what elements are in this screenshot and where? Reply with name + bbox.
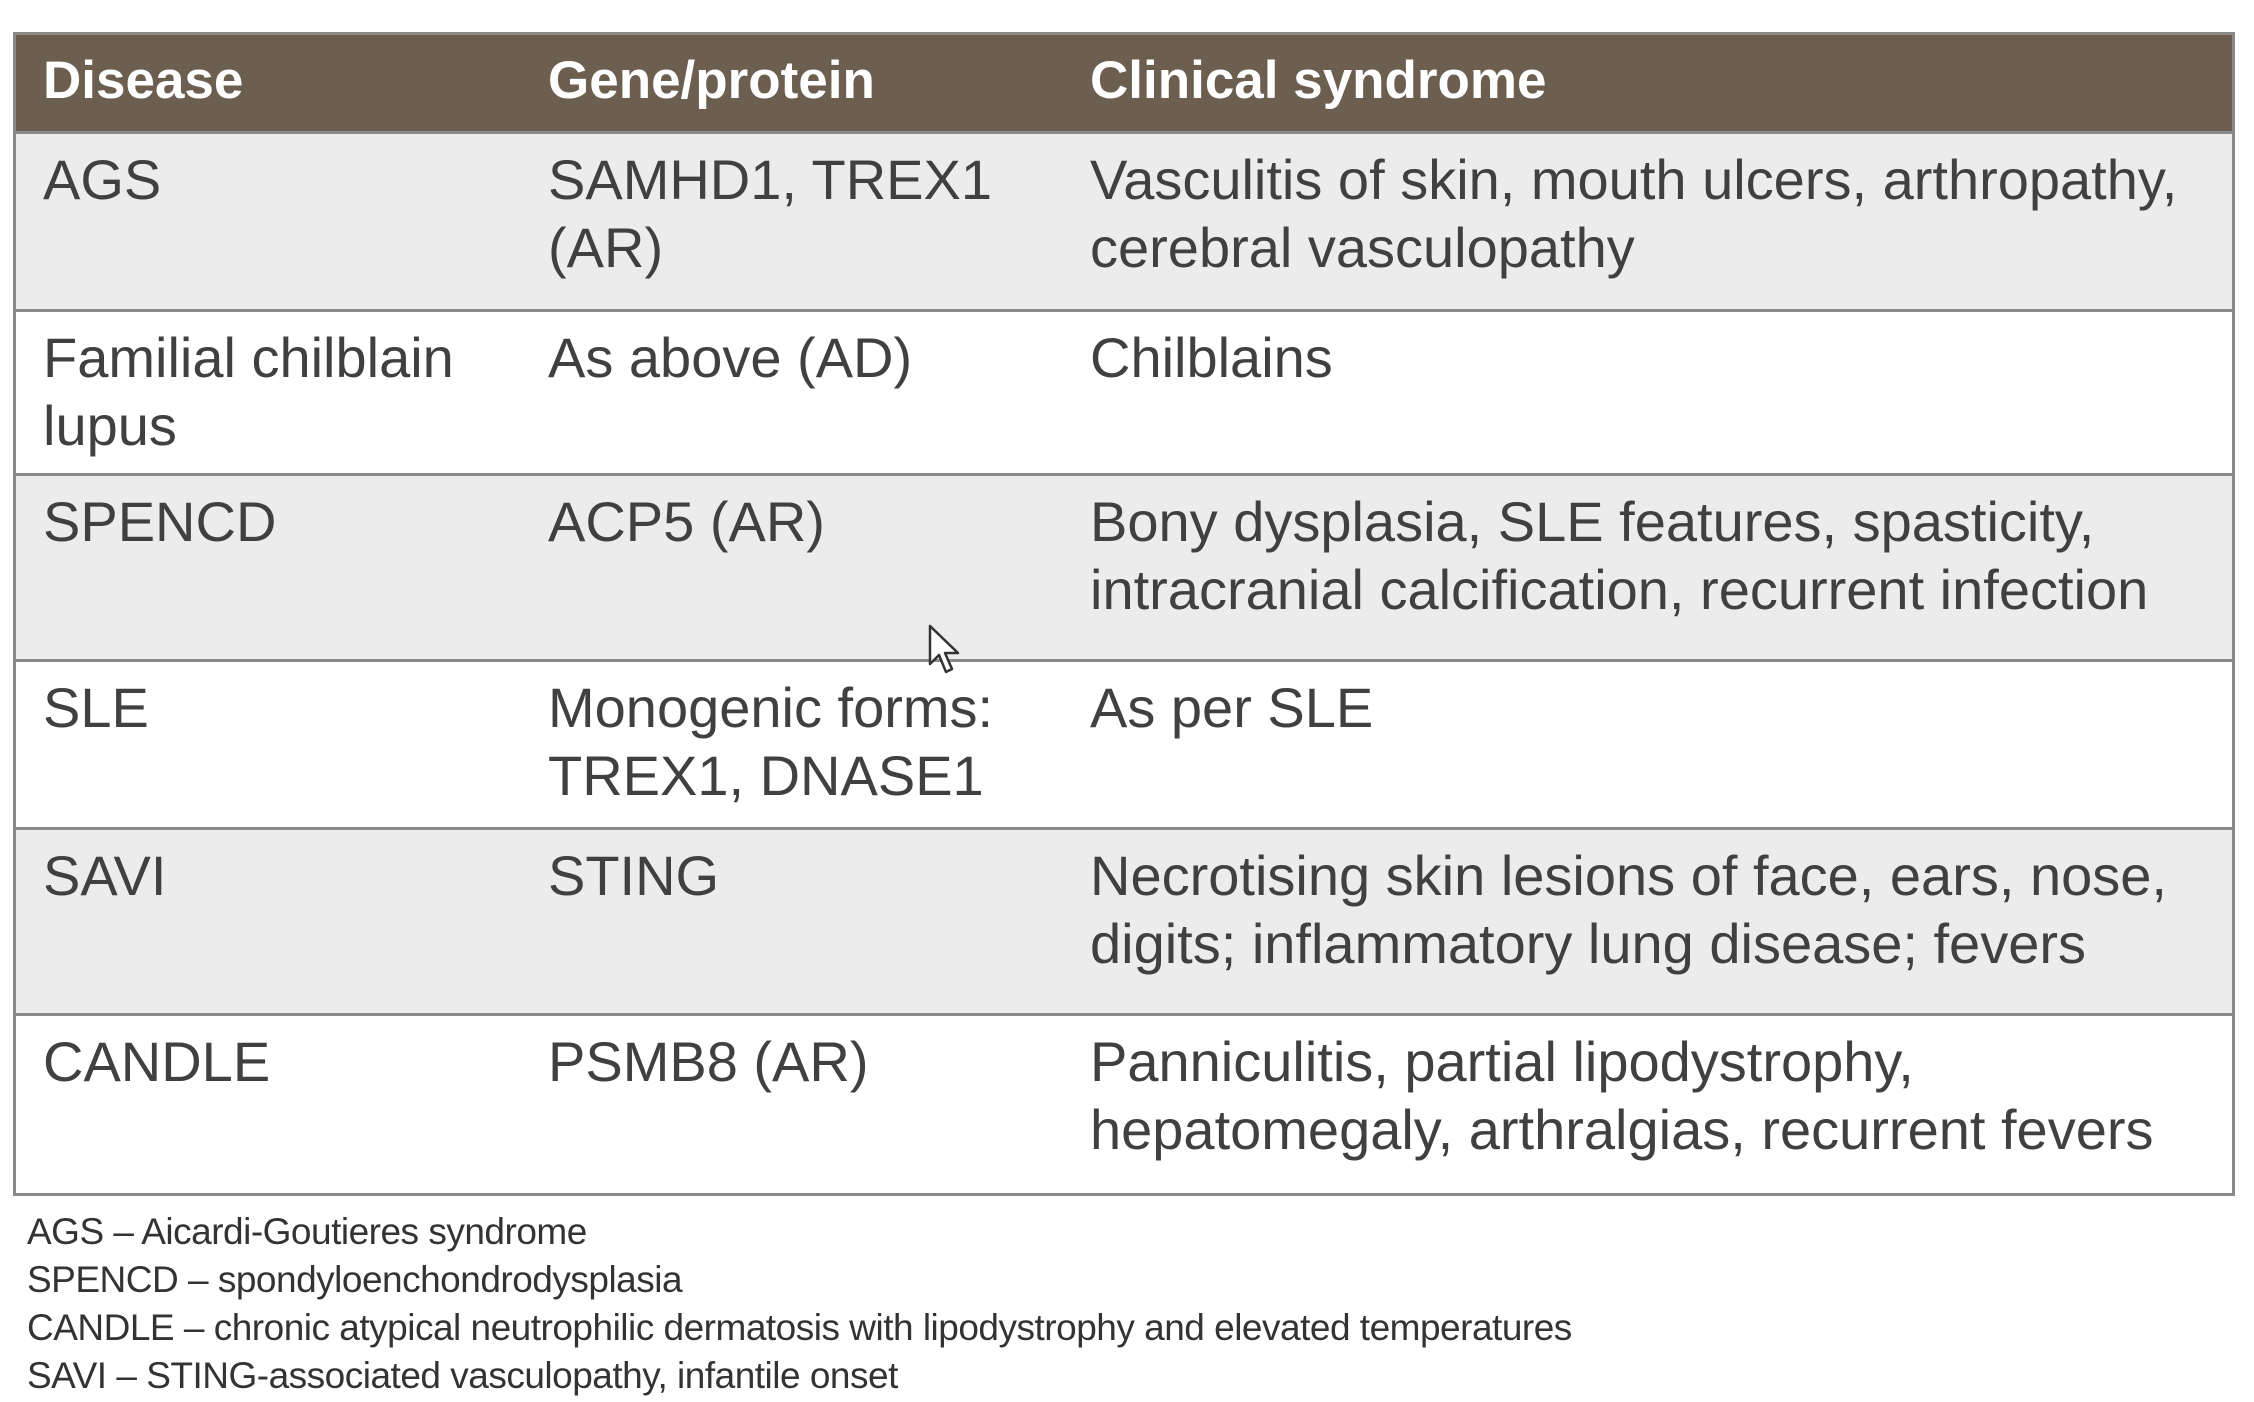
syndrome-cell: Vasculitis of skin, mouth ulcers, arthro… bbox=[1090, 146, 2230, 282]
table-row: AGS SAMHD1, TREX1 (AR) Vasculitis of ski… bbox=[16, 131, 2232, 309]
syndrome-text: Bony dysplasia, SLE features, spasticity… bbox=[1090, 490, 2095, 553]
header-disease: Disease bbox=[43, 51, 244, 110]
gene-text: STING bbox=[548, 844, 720, 907]
gene-text: PSMB8 (AR) bbox=[548, 1030, 869, 1093]
disease-text: SPENCD bbox=[43, 490, 277, 553]
gene-cell: PSMB8 (AR) bbox=[548, 1028, 1103, 1096]
gene-text: As above (AD) bbox=[548, 326, 913, 389]
syndrome-text: intracranial calcification, recurrent in… bbox=[1090, 558, 2149, 621]
syndrome-text: Necrotising skin lesions of face, ears, … bbox=[1090, 844, 2167, 907]
table-row: CANDLE PSMB8 (AR) Panniculitis, partial … bbox=[16, 1013, 2232, 1193]
disease-text: AGS bbox=[43, 148, 162, 211]
footnote: SAVI – STING-associated vasculopathy, in… bbox=[27, 1355, 898, 1396]
disease-cell: SLE bbox=[43, 674, 543, 742]
syndrome-cell: Chilblains bbox=[1090, 324, 2230, 392]
gene-text: TREX1, DNASE1 bbox=[548, 744, 984, 807]
header-gene-protein: Gene/protein bbox=[548, 51, 875, 110]
mouse-pointer-icon bbox=[928, 624, 960, 674]
abbreviation-footnotes: AGS – Aicardi-Goutieres syndrome SPENCD … bbox=[27, 1208, 1572, 1400]
syndrome-cell: Bony dysplasia, SLE features, spasticity… bbox=[1090, 488, 2230, 624]
footnote: AGS – Aicardi-Goutieres syndrome bbox=[27, 1211, 587, 1252]
table-row: SPENCD ACP5 (AR) Bony dysplasia, SLE fea… bbox=[16, 473, 2232, 659]
disease-text: Familial chilblain bbox=[43, 326, 454, 389]
disease-cell: AGS bbox=[43, 146, 543, 214]
gene-text: (AR) bbox=[548, 216, 664, 279]
gene-text: SAMHD1, TREX1 bbox=[548, 148, 992, 211]
disease-text: lupus bbox=[43, 394, 177, 457]
disease-cell: SPENCD bbox=[43, 488, 543, 556]
gene-cell: SAMHD1, TREX1 (AR) bbox=[548, 146, 1103, 282]
gene-cell: As above (AD) bbox=[548, 324, 1103, 392]
syndrome-text: Panniculitis, partial lipodystrophy, bbox=[1090, 1030, 1914, 1093]
gene-cell: Monogenic forms: TREX1, DNASE1 bbox=[548, 674, 1103, 810]
table-row: Familial chilblain lupus As above (AD) C… bbox=[16, 309, 2232, 473]
syndrome-text: As per SLE bbox=[1090, 676, 1374, 739]
footnote: CANDLE – chronic atypical neutrophilic d… bbox=[27, 1307, 1572, 1348]
syndrome-text: cerebral vasculopathy bbox=[1090, 216, 1635, 279]
syndrome-text: Vasculitis of skin, mouth ulcers, arthro… bbox=[1090, 148, 2178, 211]
disease-cell: CANDLE bbox=[43, 1028, 543, 1096]
disease-text: SAVI bbox=[43, 844, 167, 907]
gene-text: ACP5 (AR) bbox=[548, 490, 825, 553]
disease-table: Disease Gene/protein Clinical syndrome A… bbox=[13, 32, 2235, 1196]
disease-text: SLE bbox=[43, 676, 149, 739]
gene-cell: STING bbox=[548, 842, 1103, 910]
table-row: SAVI STING Necrotising skin lesions of f… bbox=[16, 827, 2232, 1013]
gene-cell: ACP5 (AR) bbox=[548, 488, 1103, 556]
syndrome-cell: Panniculitis, partial lipodystrophy, hep… bbox=[1090, 1028, 2230, 1164]
disease-cell: SAVI bbox=[43, 842, 543, 910]
footnote: SPENCD – spondyloenchondrodysplasia bbox=[27, 1259, 683, 1300]
table-row: SLE Monogenic forms: TREX1, DNASE1 As pe… bbox=[16, 659, 2232, 827]
table-header-row: Disease Gene/protein Clinical syndrome bbox=[16, 35, 2232, 131]
disease-cell: Familial chilblain lupus bbox=[43, 324, 543, 460]
gene-text: Monogenic forms: bbox=[548, 676, 994, 739]
header-clinical-syndrome: Clinical syndrome bbox=[1090, 51, 1547, 110]
syndrome-text: Chilblains bbox=[1090, 326, 1333, 389]
syndrome-text: hepatomegaly, arthralgias, recurrent fev… bbox=[1090, 1098, 2154, 1161]
syndrome-cell: Necrotising skin lesions of face, ears, … bbox=[1090, 842, 2230, 978]
syndrome-text: digits; inflammatory lung disease; fever… bbox=[1090, 912, 2086, 975]
disease-text: CANDLE bbox=[43, 1030, 271, 1093]
syndrome-cell: As per SLE bbox=[1090, 674, 2230, 742]
